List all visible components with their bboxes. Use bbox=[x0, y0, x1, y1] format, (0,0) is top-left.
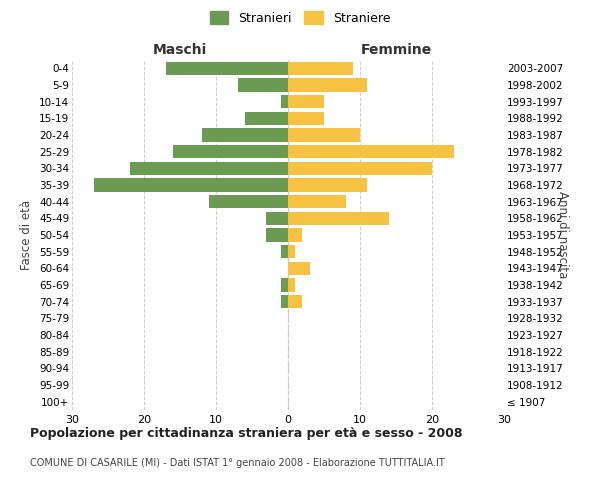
Bar bbox=[288, 62, 353, 75]
Bar bbox=[288, 78, 367, 92]
Bar bbox=[288, 195, 346, 208]
Bar bbox=[288, 228, 302, 241]
Bar bbox=[281, 245, 288, 258]
Bar bbox=[288, 128, 360, 141]
Text: Maschi: Maschi bbox=[153, 42, 207, 56]
Bar bbox=[288, 262, 310, 275]
Text: Popolazione per cittadinanza straniera per età e sesso - 2008: Popolazione per cittadinanza straniera p… bbox=[30, 428, 463, 440]
Y-axis label: Anni di nascita: Anni di nascita bbox=[556, 192, 569, 278]
Bar bbox=[173, 145, 288, 158]
Bar bbox=[266, 228, 288, 241]
Bar bbox=[266, 212, 288, 225]
Bar bbox=[288, 178, 367, 192]
Bar bbox=[209, 195, 288, 208]
Bar bbox=[288, 212, 389, 225]
Bar bbox=[288, 112, 324, 125]
Bar bbox=[202, 128, 288, 141]
Bar bbox=[288, 145, 454, 158]
Bar bbox=[94, 178, 288, 192]
Bar bbox=[245, 112, 288, 125]
Bar bbox=[238, 78, 288, 92]
Bar bbox=[288, 278, 295, 291]
Y-axis label: Fasce di età: Fasce di età bbox=[20, 200, 34, 270]
Bar bbox=[288, 295, 302, 308]
Bar bbox=[166, 62, 288, 75]
Bar bbox=[288, 245, 295, 258]
Text: Femmine: Femmine bbox=[361, 42, 431, 56]
Bar bbox=[288, 162, 432, 175]
Text: COMUNE DI CASARILE (MI) - Dati ISTAT 1° gennaio 2008 - Elaborazione TUTTITALIA.I: COMUNE DI CASARILE (MI) - Dati ISTAT 1° … bbox=[30, 458, 445, 468]
Bar bbox=[281, 278, 288, 291]
Bar bbox=[288, 95, 324, 108]
Bar bbox=[281, 95, 288, 108]
Bar bbox=[130, 162, 288, 175]
Legend: Stranieri, Straniere: Stranieri, Straniere bbox=[209, 11, 391, 25]
Bar bbox=[281, 295, 288, 308]
